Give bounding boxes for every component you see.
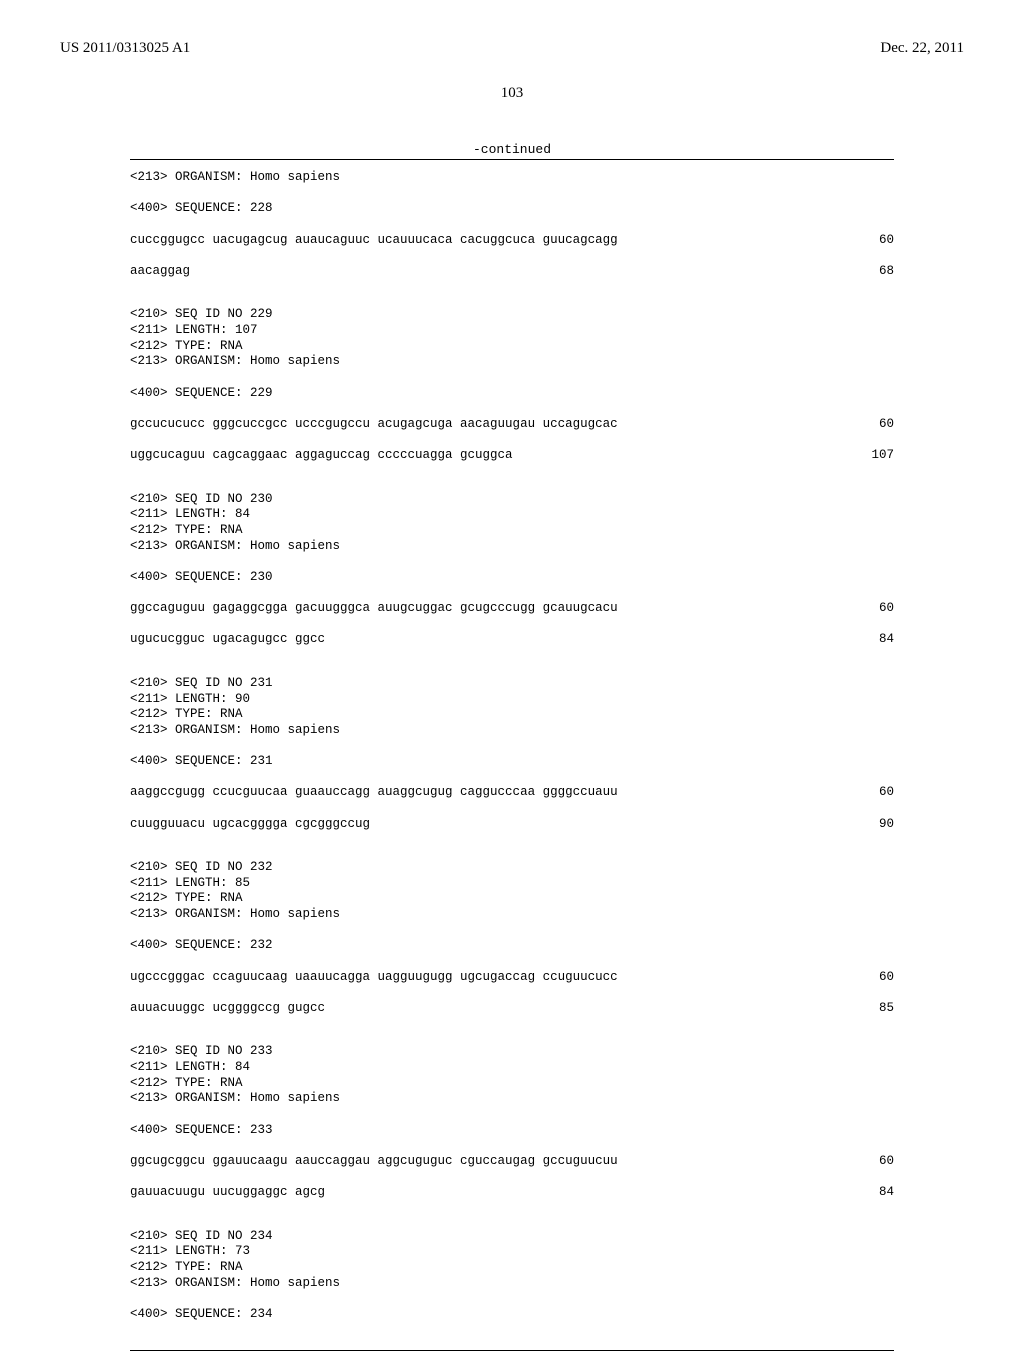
publication-date: Dec. 22, 2011: [880, 40, 964, 57]
sequence-text: gauuacuugu uucuggaggc agcg: [130, 1185, 325, 1201]
sequence-entry: <210> SEQ ID NO 233<211> LENGTH: 84<212>…: [130, 1044, 894, 1200]
sequence-meta-line: [130, 923, 894, 939]
sequence-meta-line: <400> SEQUENCE: 228: [130, 201, 894, 217]
sequence-text: cuugguuacu ugcacgggga cgcgggccug: [130, 817, 370, 833]
sequence-meta-line: <211> LENGTH: 107: [130, 323, 894, 339]
sequence-meta-line: <212> TYPE: RNA: [130, 339, 894, 355]
sequence-text: auuacuuggc ucggggccg gugcc: [130, 1001, 325, 1017]
sequence-meta-line: <211> LENGTH: 84: [130, 1060, 894, 1076]
sequence-meta-line: <211> LENGTH: 85: [130, 876, 894, 892]
sequence-meta-line: <212> TYPE: RNA: [130, 1260, 894, 1276]
sequence-meta-line: <210> SEQ ID NO 232: [130, 860, 894, 876]
sequence-entry: <210> SEQ ID NO 232<211> LENGTH: 85<212>…: [130, 860, 894, 1016]
sequence-meta-line: <213> ORGANISM: Homo sapiens: [130, 1091, 894, 1107]
sequence-row: gccucucucc gggcuccgcc ucccgugccu acugagc…: [130, 417, 894, 433]
sequence-position: 107: [854, 448, 894, 464]
sequence-meta-line: <211> LENGTH: 73: [130, 1244, 894, 1260]
continued-label: -continued: [60, 142, 964, 157]
sequence-position: 84: [854, 632, 894, 648]
sequence-text: uggcucaguu cagcaggaac aggaguccag cccccua…: [130, 448, 513, 464]
sequence-meta-line: [130, 1107, 894, 1123]
sequence-text: ugcccgggac ccaguucaag uaauucagga uagguug…: [130, 970, 618, 986]
sequence-meta-line: <211> LENGTH: 84: [130, 507, 894, 523]
sequence-text: ugucucgguc ugacagugcc ggcc: [130, 632, 325, 648]
sequence-meta-line: <400> SEQUENCE: 231: [130, 754, 894, 770]
sequence-listing: <213> ORGANISM: Homo sapiens <400> SEQUE…: [60, 170, 964, 1322]
sequence-meta-line: <400> SEQUENCE: 229: [130, 386, 894, 402]
sequence-meta-line: <212> TYPE: RNA: [130, 1076, 894, 1092]
sequence-entry: <210> SEQ ID NO 234<211> LENGTH: 73<212>…: [130, 1229, 894, 1323]
sequence-meta-line: <212> TYPE: RNA: [130, 891, 894, 907]
sequence-meta-line: <213> ORGANISM: Homo sapiens: [130, 723, 894, 739]
sequence-meta-line: <210> SEQ ID NO 234: [130, 1229, 894, 1245]
sequence-meta-line: [130, 370, 894, 386]
sequence-meta-line: <213> ORGANISM: Homo sapiens: [130, 1276, 894, 1292]
sequence-row: auuacuuggc ucggggccg gugcc 85: [130, 1001, 894, 1017]
sequence-meta-line: <210> SEQ ID NO 229: [130, 307, 894, 323]
sequence-entry: <210> SEQ ID NO 230<211> LENGTH: 84<212>…: [130, 492, 894, 648]
sequence-meta-line: [130, 186, 894, 202]
sequence-text: aacaggag: [130, 264, 190, 280]
sequence-meta-line: <212> TYPE: RNA: [130, 707, 894, 723]
sequence-position: 90: [854, 817, 894, 833]
sequence-row: aaggccgugg ccucguucaa guaauccagg auaggcu…: [130, 785, 894, 801]
sequence-meta-line: [130, 738, 894, 754]
publication-number: US 2011/0313025 A1: [60, 40, 190, 57]
sequence-text: cuccggugcc uacugagcug auaucaguuc ucauuuc…: [130, 233, 618, 249]
sequence-position: 60: [854, 785, 894, 801]
sequence-position: 68: [854, 264, 894, 280]
sequence-text: gccucucucc gggcuccgcc ucccgugccu acugagc…: [130, 417, 618, 433]
sequence-row: ugcccgggac ccaguucaag uaauucagga uagguug…: [130, 970, 894, 986]
sequence-meta-line: <213> ORGANISM: Homo sapiens: [130, 907, 894, 923]
page-number: 103: [60, 85, 964, 102]
top-rule: [130, 159, 894, 160]
sequence-position: 84: [854, 1185, 894, 1201]
sequence-meta-line: [130, 554, 894, 570]
sequence-text: ggcugcggcu ggauucaagu aauccaggau aggcugu…: [130, 1154, 618, 1170]
sequence-text: ggccaguguu gagaggcgga gacuugggca auugcug…: [130, 601, 618, 617]
sequence-row: ggccaguguu gagaggcgga gacuugggca auugcug…: [130, 601, 894, 617]
sequence-meta-line: [130, 1291, 894, 1307]
sequence-position: 85: [854, 1001, 894, 1017]
sequence-meta-line: <211> LENGTH: 90: [130, 692, 894, 708]
sequence-meta-line: <210> SEQ ID NO 233: [130, 1044, 894, 1060]
sequence-meta-line: <400> SEQUENCE: 230: [130, 570, 894, 586]
sequence-position: 60: [854, 233, 894, 249]
sequence-entry: <213> ORGANISM: Homo sapiens <400> SEQUE…: [130, 170, 894, 279]
sequence-meta-line: <400> SEQUENCE: 232: [130, 938, 894, 954]
sequence-meta-line: <400> SEQUENCE: 234: [130, 1307, 894, 1323]
sequence-meta-line: <213> ORGANISM: Homo sapiens: [130, 539, 894, 555]
sequence-entry: <210> SEQ ID NO 229<211> LENGTH: 107<212…: [130, 307, 894, 463]
sequence-meta-line: <210> SEQ ID NO 230: [130, 492, 894, 508]
sequence-meta-line: <213> ORGANISM: Homo sapiens: [130, 170, 894, 186]
sequence-row: aacaggag 68: [130, 264, 894, 280]
sequence-meta-line: <213> ORGANISM: Homo sapiens: [130, 354, 894, 370]
sequence-position: 60: [854, 601, 894, 617]
sequence-row: cuugguuacu ugcacgggga cgcgggccug 90: [130, 817, 894, 833]
sequence-row: gauuacuugu uucuggaggc agcg 84: [130, 1185, 894, 1201]
sequence-position: 60: [854, 970, 894, 986]
sequence-row: uggcucaguu cagcaggaac aggaguccag cccccua…: [130, 448, 894, 464]
page-header: US 2011/0313025 A1 Dec. 22, 2011: [60, 40, 964, 57]
sequence-position: 60: [854, 417, 894, 433]
sequence-position: 60: [854, 1154, 894, 1170]
sequence-row: cuccggugcc uacugagcug auaucaguuc ucauuuc…: [130, 233, 894, 249]
sequence-row: ggcugcggcu ggauucaagu aauccaggau aggcugu…: [130, 1154, 894, 1170]
sequence-text: aaggccgugg ccucguucaa guaauccagg auaggcu…: [130, 785, 618, 801]
sequence-row: ugucucgguc ugacagugcc ggcc 84: [130, 632, 894, 648]
sequence-entry: <210> SEQ ID NO 231<211> LENGTH: 90<212>…: [130, 676, 894, 832]
sequence-meta-line: <400> SEQUENCE: 233: [130, 1123, 894, 1139]
sequence-meta-line: <210> SEQ ID NO 231: [130, 676, 894, 692]
sequence-meta-line: <212> TYPE: RNA: [130, 523, 894, 539]
